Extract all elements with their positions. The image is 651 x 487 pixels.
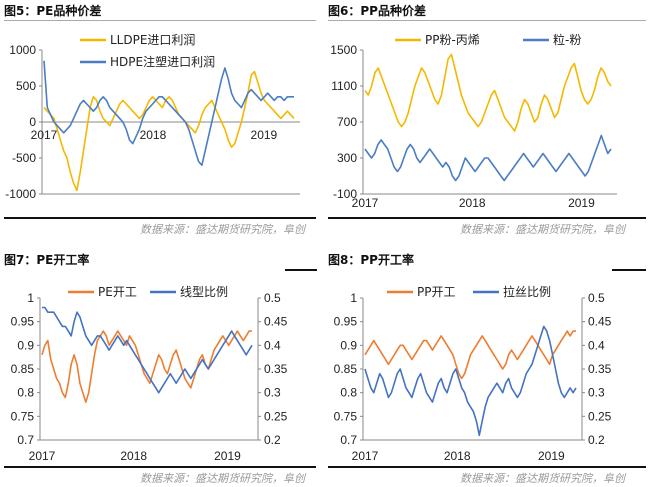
fig6-xtick-label: 2018 [459, 196, 486, 210]
fig6-xtick-label: 2019 [568, 196, 595, 210]
fig7-y2tick-label: 0.25 [264, 409, 288, 423]
fig7-title: 图7：PE开工率 [4, 253, 90, 267]
fig7-y2tick-label: 0.2 [264, 433, 281, 447]
fig7-chart: 1 0.95 0.9 0.85 0.8 0.75 0.7 0.5 0.45 0.4 0.35 0.3 0… [11, 285, 288, 463]
fig7-xtick-label: 2018 [120, 449, 147, 463]
fig7-bottom-rule [4, 466, 316, 468]
fig5-chart: 1000 500 0 -500 -1000 2017 2018 2019 LLDPE进口利润 HD… [5, 33, 300, 201]
fig8-ytick-label: 0.7 [340, 433, 357, 447]
fig5-series-0-line [43, 70, 295, 192]
fig5-title: 图5：PE品种价差 [4, 4, 102, 18]
fig6-legend-label-0: PP粉-丙烯 [425, 33, 480, 47]
fig8-ytick-label: 0.75 [334, 409, 358, 423]
fig8-y2tick-label: 0.5 [588, 291, 605, 305]
fig5-legend-label-0: LLDPE进口利润 [110, 33, 195, 47]
fig6-ytick-label: 300 [337, 151, 357, 165]
fig5-ytick-label: -500 [12, 151, 36, 165]
fig7-ytick-label: 0.7 [17, 433, 34, 447]
fig8-chart: 1 0.95 0.9 0.85 0.8 0.75 0.7 0.5 0.45 0.4 0.35 0.3 0… [334, 284, 612, 463]
fig5-ytick-label: 0 [29, 115, 36, 129]
fig7-y2tick-label: 0.4 [264, 338, 281, 352]
fig7-ytick-label: 0.95 [11, 315, 35, 329]
fig8-ytick-label: 0.9 [340, 338, 357, 352]
fig6-series-1-line [364, 134, 612, 182]
fig8-y2tick-label: 0.2 [588, 433, 605, 447]
fig6-ytick-label: 1500 [330, 43, 357, 57]
fig5-xtick-label: 2019 [251, 128, 278, 142]
fig7-ytick-label: 0.85 [11, 362, 35, 376]
fig8-series-0-line [364, 330, 576, 380]
fig6-source: 数据来源：盛达期货研究院，阜创 [460, 223, 625, 236]
fig5-legend-label-1: HDPE注塑进口利润 [110, 54, 215, 69]
fig6-ytick-label: 700 [337, 115, 357, 129]
fig7-top-rule [285, 269, 317, 271]
fig8-ytick-label: 0.8 [340, 386, 357, 400]
fig7-xtick-label: 2019 [214, 449, 241, 463]
fig5-bottom-rule [4, 217, 316, 219]
fig5-ytick-label: 1000 [9, 43, 36, 57]
fig5-ytick-label: 500 [16, 79, 36, 93]
fig6-legend-label-1: 粒-粉 [553, 32, 581, 47]
fig7-y2tick-label: 0.5 [264, 291, 281, 305]
fig7-legend-label-0: PE开工 [98, 285, 137, 299]
fig7-legend-label-1: 线型比例 [180, 285, 228, 299]
fig6-ytick-label: 1100 [331, 79, 357, 93]
fig8-ytick-label: 0.85 [334, 362, 358, 376]
fig8-y2tick-label: 0.25 [588, 409, 612, 423]
fig7-y2tick-label: 0.35 [264, 362, 288, 376]
fig8-legend-label-0: PP开工 [417, 285, 455, 299]
fig8-ytick-label: 0.95 [334, 315, 358, 329]
fig8-y2tick-label: 0.4 [588, 338, 605, 352]
fig7-ytick-label: 0.8 [17, 386, 34, 400]
fig8-title: 图8：PP开工率 [328, 253, 414, 267]
fig7-xtick-label: 2017 [29, 449, 56, 463]
fig7-ytick-label: 0.75 [11, 409, 35, 423]
fig8-top-rule [612, 269, 646, 271]
fig8-y2tick-label: 0.45 [588, 315, 612, 329]
fig8-xtick-label: 2018 [444, 449, 471, 463]
fig6-top-rule [328, 20, 646, 21]
fig8-source: 数据来源：盛达期货研究院，阜创 [460, 472, 625, 485]
fig7-series-1-line [42, 306, 253, 394]
fig8-legend-label-1: 拉丝比例 [503, 284, 551, 299]
fig5-xtick-label: 2018 [140, 128, 167, 142]
fig8-xtick-label: 2019 [538, 449, 565, 463]
fig5-ytick-label: -1000 [5, 187, 36, 201]
fig6-ytick-label: -100 [333, 187, 357, 201]
fig6-bottom-rule [328, 217, 646, 219]
fig8-series-1-line [364, 325, 577, 437]
fig7-ytick-label: 0.9 [17, 338, 34, 352]
fig6-title: 图6：PP品种价差 [328, 4, 426, 18]
fig8-ytick-label: 1 [350, 291, 357, 305]
fig7-y2tick-label: 0.45 [264, 315, 288, 329]
fig5-series-1-line [43, 60, 294, 166]
fig6-series-0-line [364, 53, 612, 132]
fig8-xtick-label: 2017 [352, 449, 379, 463]
fig7-series-0-line [41, 330, 252, 403]
fig5-top-rule [4, 20, 316, 21]
fig8-y2tick-label: 0.35 [588, 362, 612, 376]
fig7-y2tick-label: 0.3 [264, 386, 281, 400]
fig8-y2tick-label: 0.3 [588, 386, 605, 400]
fig5-xtick-label: 2017 [31, 128, 58, 142]
fig5-source: 数据来源：盛达期货研究院，阜创 [140, 223, 305, 236]
fig6-xtick-label: 2017 [352, 196, 379, 210]
fig8-bottom-rule [328, 466, 646, 468]
fig7-source: 数据来源：盛达期货研究院，阜创 [140, 472, 305, 485]
fig7-ytick-label: 1 [27, 291, 34, 305]
